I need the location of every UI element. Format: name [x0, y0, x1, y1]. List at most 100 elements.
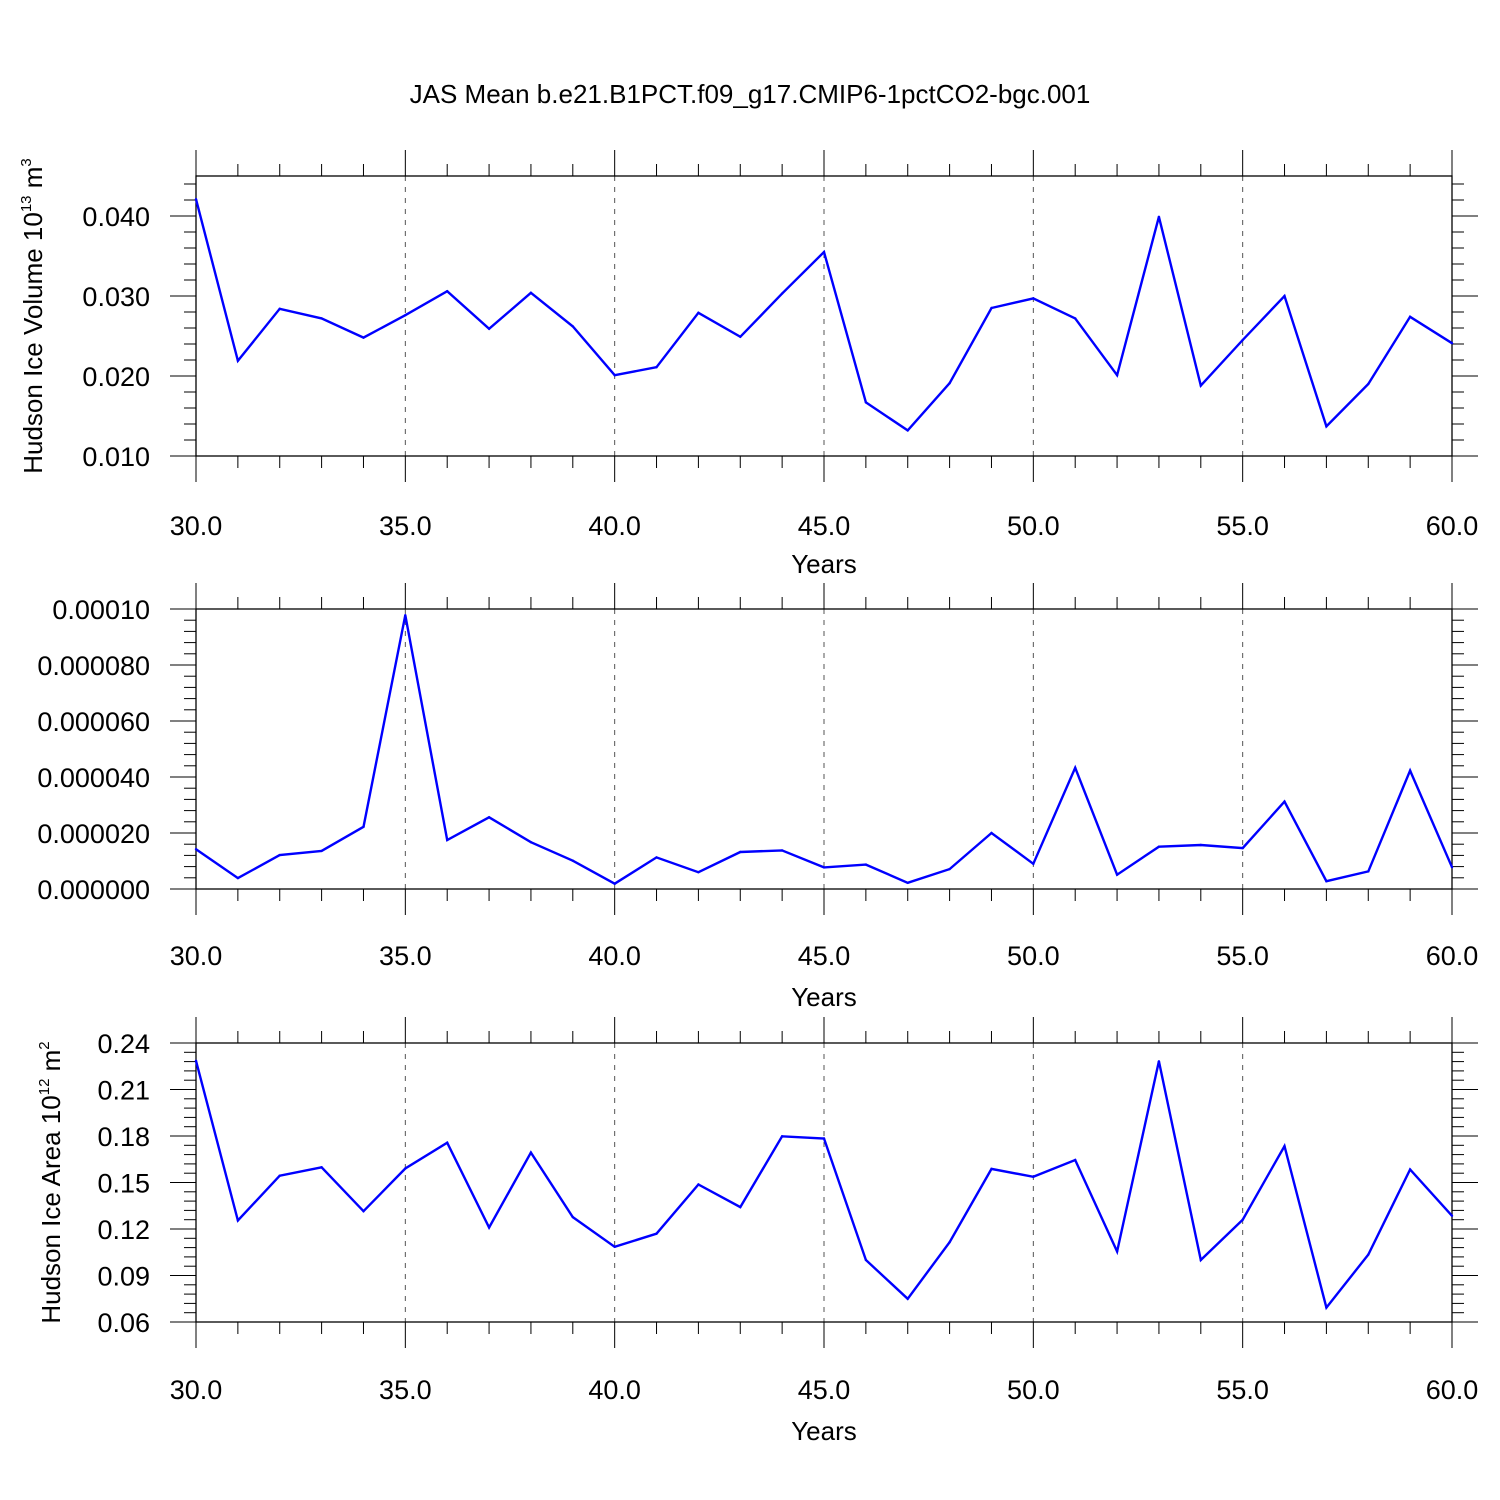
data-point	[1241, 846, 1244, 850]
data-point	[529, 291, 533, 294]
data-point	[1115, 374, 1119, 377]
data-point	[1157, 215, 1161, 218]
data-point	[697, 871, 700, 874]
data-point	[1325, 425, 1328, 428]
data-point	[1367, 870, 1370, 873]
data-point	[1074, 317, 1077, 320]
data-point	[1199, 843, 1203, 847]
data-point	[236, 876, 240, 880]
x-tick-label: 60.0	[1426, 1375, 1479, 1405]
data-point	[320, 1166, 323, 1169]
data-point	[697, 311, 700, 314]
data-point	[1241, 338, 1244, 342]
y-axis: 0.06 0.09 0.12 0.15 0.18 0.21 0.24	[97, 1029, 1478, 1338]
data-point	[948, 1241, 951, 1244]
y-tick-label: 0.21	[97, 1076, 150, 1106]
data-point	[529, 841, 533, 844]
x-axis-label: Years	[791, 549, 857, 579]
x-tick-label: 60.0	[1426, 511, 1479, 541]
y-axis-label: Hudson Ice Volume 1013 m3	[18, 158, 48, 474]
data-point	[1032, 1175, 1035, 1179]
x-axis: 30.0 35.0 40.0 45.0 50.0 55.0 60.0	[170, 583, 1479, 971]
x-tick-label: 60.0	[1426, 941, 1479, 971]
y-axis-label-exp: 12	[36, 1079, 53, 1096]
data-point	[613, 374, 616, 377]
data-point	[194, 848, 198, 851]
x-axis: 30.0 35.0 40.0 45.0 50.0 55.0 60.0	[170, 150, 1479, 541]
y-tick-label: 0.030	[82, 282, 150, 312]
data-point	[1367, 382, 1370, 386]
data-point	[990, 831, 993, 835]
y-tick-label: 0.24	[97, 1029, 150, 1059]
data-point	[194, 198, 198, 201]
data-point	[822, 250, 826, 254]
x-tick-label: 40.0	[588, 941, 641, 971]
data-point	[948, 867, 951, 871]
x-tick-label: 50.0	[1007, 511, 1060, 541]
y-axis-label-prefix: Hudson Ice Volume 10	[18, 212, 48, 474]
data-point	[1325, 1306, 1328, 1309]
data-point	[487, 816, 491, 819]
data-point	[990, 1167, 993, 1171]
y-tick-label: 0.00010	[52, 595, 150, 625]
data-point	[194, 1059, 198, 1063]
data-point	[404, 314, 407, 317]
x-tick-label: 30.0	[170, 941, 223, 971]
y-axis: 0.000000 0.000020 0.000040 0.000060 0.000080…	[37, 595, 1478, 905]
data-point	[278, 853, 281, 857]
data-point	[1199, 384, 1203, 387]
data-point	[446, 838, 449, 842]
y-tick-label: 0.000080	[37, 651, 150, 681]
data-point	[948, 382, 951, 385]
y-axis-label-unit: m	[36, 1050, 66, 1079]
x-tick-label: 50.0	[1007, 1375, 1060, 1405]
data-point	[655, 1232, 658, 1235]
x-tick-label: 35.0	[379, 1375, 432, 1405]
series-line	[194, 1060, 1453, 1311]
x-tick-label: 35.0	[379, 941, 432, 971]
data-point	[780, 292, 784, 295]
y-tick-label: 0.12	[97, 1215, 150, 1245]
panel-2: 30.0 35.0 40.0 45.0 50.0 55.0 60.0 Years 0.00000…	[37, 583, 1478, 1012]
data-point	[906, 881, 909, 884]
data-point	[906, 429, 909, 432]
data-point	[1450, 866, 1454, 869]
panels: 30.0 35.0 40.0 45.0 50.0 55.0 60.0 Years 0.010 0.…	[18, 150, 1478, 1446]
data-point	[320, 849, 323, 853]
x-tick-label: 45.0	[798, 941, 851, 971]
data-point	[1157, 845, 1161, 848]
y-tick-label: 0.09	[97, 1262, 150, 1292]
data-point	[1115, 1250, 1119, 1253]
data-point	[780, 849, 784, 852]
y-tick-label: 0.000020	[37, 819, 150, 849]
x-tick-label: 55.0	[1216, 941, 1269, 971]
data-point	[1157, 1060, 1161, 1063]
y-axis-label-unit-exp: 2	[36, 1041, 53, 1049]
data-point	[906, 1297, 909, 1301]
y-tick-label: 0.15	[97, 1169, 150, 1199]
y-axis-label-unit: m	[18, 167, 48, 196]
x-tick-label: 35.0	[379, 511, 432, 541]
y-tick-label: 0.18	[97, 1122, 150, 1152]
data-point	[1450, 342, 1454, 345]
data-point	[1074, 1158, 1077, 1162]
data-point	[822, 1137, 826, 1140]
data-point	[446, 290, 449, 293]
data-point	[1283, 294, 1286, 298]
x-tick-label: 45.0	[798, 511, 851, 541]
data-point	[404, 614, 407, 617]
data-point	[571, 1215, 574, 1219]
y-tick-label: 0.040	[82, 202, 150, 232]
data-point	[1032, 862, 1035, 865]
data-point	[822, 866, 826, 869]
data-point	[1115, 873, 1119, 876]
data-point	[1367, 1253, 1370, 1256]
data-point	[697, 1183, 700, 1186]
x-tick-label: 55.0	[1216, 511, 1269, 541]
data-point	[739, 850, 742, 854]
data-point	[404, 1167, 407, 1170]
data-point	[362, 825, 365, 828]
y-tick-label: 0.010	[82, 442, 150, 472]
y-tick-label: 0.000040	[37, 763, 150, 793]
x-tick-label: 30.0	[170, 511, 223, 541]
